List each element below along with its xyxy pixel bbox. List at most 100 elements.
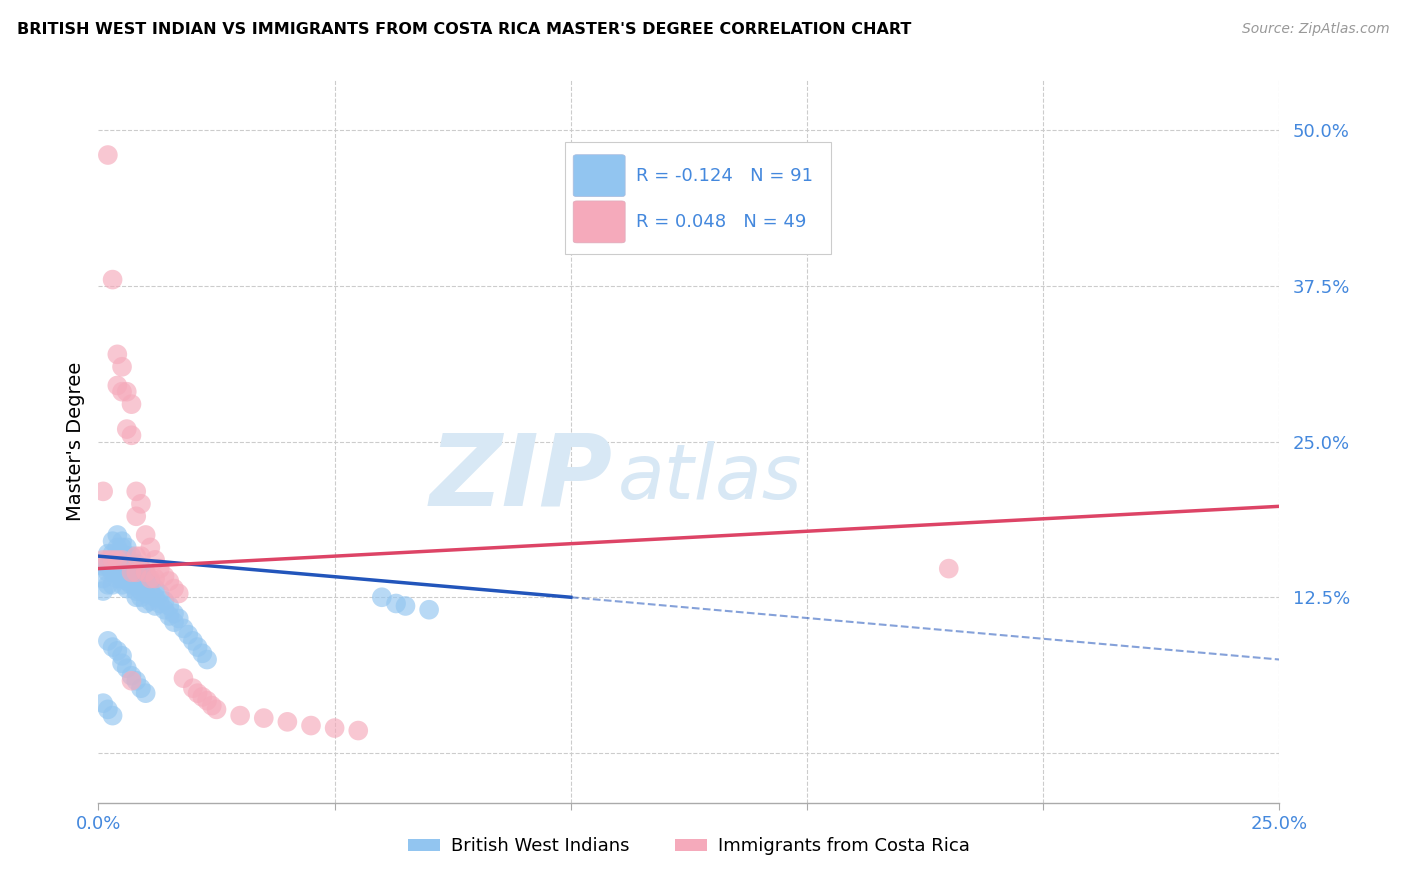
Point xyxy=(111,578,134,592)
Point xyxy=(115,569,138,583)
Point xyxy=(101,640,124,654)
Point xyxy=(105,553,128,567)
Point xyxy=(149,561,172,575)
Point xyxy=(129,569,152,583)
Point xyxy=(139,594,162,608)
Point xyxy=(121,673,143,688)
Point xyxy=(253,711,276,725)
Point xyxy=(129,497,152,511)
Point xyxy=(229,708,252,723)
Point xyxy=(143,591,166,605)
Point xyxy=(163,582,186,596)
Point xyxy=(153,594,176,608)
Point xyxy=(135,528,157,542)
Point xyxy=(121,557,143,571)
Point xyxy=(135,566,157,580)
Text: ZIP: ZIP xyxy=(429,429,612,526)
Point xyxy=(97,553,120,567)
Text: BRITISH WEST INDIAN VS IMMIGRANTS FROM COSTA RICA MASTER'S DEGREE CORRELATION CH: BRITISH WEST INDIAN VS IMMIGRANTS FROM C… xyxy=(17,22,911,37)
Text: atlas: atlas xyxy=(619,441,803,515)
Point xyxy=(143,572,166,586)
Point xyxy=(105,528,128,542)
Point xyxy=(115,582,138,596)
Point xyxy=(125,484,148,499)
Point xyxy=(111,541,134,555)
Point xyxy=(97,547,120,561)
Point xyxy=(101,272,124,286)
Point xyxy=(115,549,138,563)
Point xyxy=(129,549,152,563)
Point xyxy=(97,148,120,162)
Point xyxy=(101,553,124,567)
Point xyxy=(111,547,134,561)
Point xyxy=(121,669,143,683)
Point xyxy=(172,671,194,685)
Point xyxy=(111,553,134,567)
Point xyxy=(157,609,180,624)
Point xyxy=(101,553,124,567)
FancyBboxPatch shape xyxy=(574,201,626,243)
Text: Source: ZipAtlas.com: Source: ZipAtlas.com xyxy=(1241,22,1389,37)
Point xyxy=(101,566,124,580)
Point xyxy=(135,566,157,580)
Point xyxy=(129,591,152,605)
Text: R = 0.048   N = 49: R = 0.048 N = 49 xyxy=(636,213,806,231)
Point xyxy=(101,708,124,723)
Point xyxy=(135,572,157,586)
Point xyxy=(149,597,172,611)
Point xyxy=(276,714,298,729)
Point xyxy=(121,397,143,411)
Point xyxy=(105,553,128,567)
Point xyxy=(157,574,180,588)
Point xyxy=(181,633,204,648)
Point xyxy=(111,657,134,671)
Point xyxy=(97,702,120,716)
Point xyxy=(101,547,124,561)
Point xyxy=(191,690,214,704)
Text: R = -0.124   N = 91: R = -0.124 N = 91 xyxy=(636,167,813,185)
Point xyxy=(121,549,143,563)
FancyBboxPatch shape xyxy=(574,154,626,196)
Point xyxy=(195,693,218,707)
Point xyxy=(187,686,209,700)
Point xyxy=(97,633,120,648)
Point xyxy=(105,378,128,392)
Point xyxy=(101,534,124,549)
Point xyxy=(418,603,440,617)
Point xyxy=(125,673,148,688)
Point xyxy=(191,646,214,660)
Point xyxy=(111,572,134,586)
Point xyxy=(111,534,134,549)
Point xyxy=(121,566,143,580)
Point xyxy=(201,698,224,713)
Point xyxy=(115,422,138,436)
Point xyxy=(111,561,134,575)
Point xyxy=(125,578,148,592)
Point xyxy=(153,603,176,617)
Point xyxy=(938,561,960,575)
Point xyxy=(129,561,152,575)
Point xyxy=(172,621,194,635)
Point xyxy=(394,599,416,613)
Point xyxy=(167,586,190,600)
Point xyxy=(135,586,157,600)
Point xyxy=(139,541,162,555)
Point xyxy=(115,574,138,588)
Point xyxy=(115,557,138,571)
Point xyxy=(323,721,346,735)
Point xyxy=(125,572,148,586)
Point xyxy=(97,578,120,592)
Point xyxy=(125,566,148,580)
Point xyxy=(143,553,166,567)
Point xyxy=(135,686,157,700)
Point xyxy=(195,652,218,666)
Point xyxy=(125,584,148,599)
Point xyxy=(125,509,148,524)
Y-axis label: Master's Degree: Master's Degree xyxy=(66,362,84,521)
Point xyxy=(129,681,152,696)
Point xyxy=(125,566,148,580)
FancyBboxPatch shape xyxy=(565,142,831,253)
Point xyxy=(347,723,370,738)
Point xyxy=(139,584,162,599)
Point xyxy=(111,384,134,399)
